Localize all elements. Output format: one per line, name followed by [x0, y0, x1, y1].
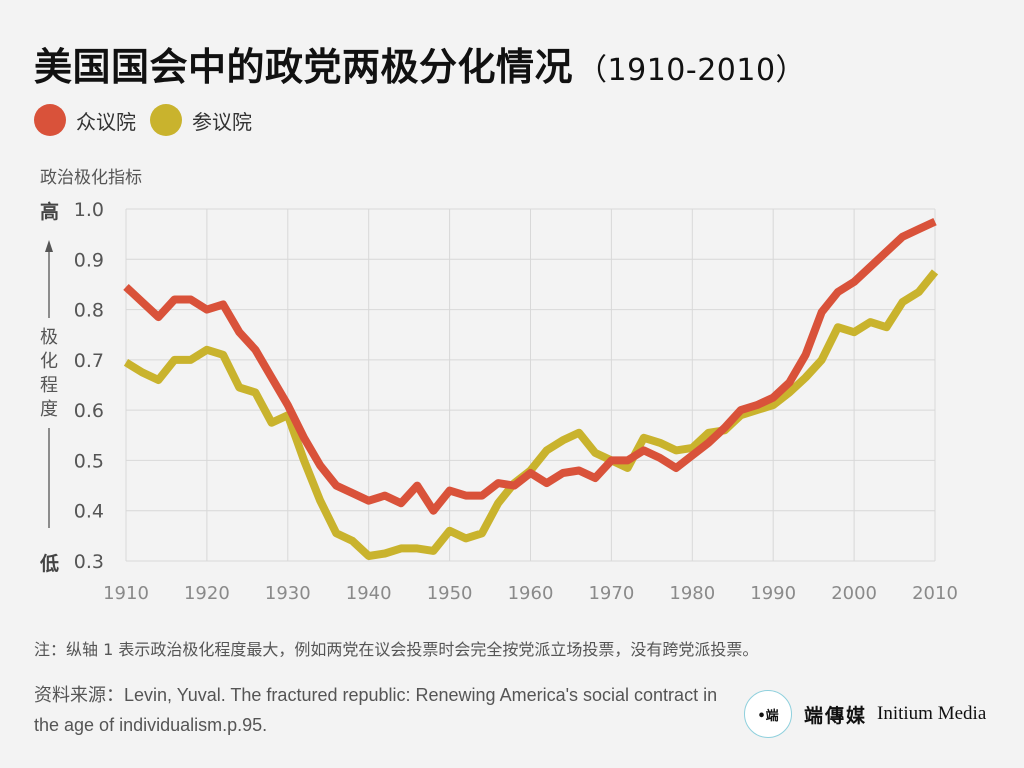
- x-tick-label: 1990: [750, 583, 796, 604]
- legend: 众议院 参议院: [34, 104, 266, 136]
- brand-name-cn: 端傳媒: [804, 704, 868, 727]
- x-tick-label: 1940: [346, 583, 392, 604]
- x-axis-ticks: 1910 1920 1930 1940 1950 1960 1970 1980 1990 2000…: [103, 583, 958, 604]
- chart-title: 美国国会中的政党两极分化情况 （1910-2010）: [34, 36, 806, 91]
- y-axis-ticks: 0.3 0.4 0.5 0.6 0.7 0.8 0.9 1.0: [74, 199, 104, 573]
- legend-item-house: 众议院: [34, 104, 136, 136]
- footnote: 注：纵轴 1 表示政治极化程度最大，例如两党在议会投票时会完全按党派立场投票，没…: [34, 640, 759, 659]
- x-tick-label: 1920: [184, 583, 230, 604]
- x-tick-label: 1950: [427, 583, 473, 604]
- y-axis-vertical-label-char: 化: [40, 351, 58, 372]
- brand: •端 端傳媒 Initium Media: [744, 690, 986, 738]
- line-chart: 政治极化指标 高 低 极化程度 0.3 0.4 0.5 0.6 0.7 0.8 0.9 1.0…: [39, 168, 958, 604]
- chart-title-main: 美国国会中的政党两极分化情况: [34, 45, 574, 89]
- y-axis-direction-arrow: [45, 240, 53, 528]
- y-tick-label: 0.6: [74, 400, 104, 422]
- x-tick-label: 1970: [588, 583, 634, 604]
- x-tick-label: 1930: [265, 583, 311, 604]
- y-axis-vertical-label-char: 程: [40, 375, 58, 396]
- legend-swatch-senate: [150, 104, 182, 136]
- y-tick-label: 0.4: [74, 501, 104, 523]
- legend-label-house: 众议院: [76, 109, 136, 134]
- y-axis-high-label: 高: [40, 200, 59, 223]
- y-tick-label: 0.9: [74, 249, 104, 271]
- chart-title-years: （1910-2010）: [577, 53, 807, 88]
- y-tick-label: 0.8: [74, 300, 104, 322]
- x-tick-label: 2010: [912, 583, 958, 604]
- y-axis-vertical-label-char: 度: [40, 399, 58, 420]
- y-tick-label: 1.0: [74, 199, 104, 221]
- initium-logo-icon: •端: [744, 690, 792, 738]
- legend-label-senate: 参议院: [192, 109, 252, 134]
- brand-name-en: Initium Media: [877, 703, 987, 724]
- initium-logo-glyph: •端: [757, 708, 779, 724]
- x-tick-label: 1910: [103, 583, 149, 604]
- y-axis-vertical-label: 极化程度: [40, 327, 58, 420]
- chart-grid: [125, 208, 936, 562]
- y-tick-label: 0.5: [74, 450, 104, 472]
- series-line-house: [123, 217, 937, 515]
- legend-swatch-house: [34, 104, 66, 136]
- x-tick-label: 2000: [831, 583, 877, 604]
- y-axis-vertical-label-char: 极: [40, 327, 58, 348]
- y-axis-title: 政治极化指标: [40, 168, 142, 188]
- y-tick-label: 0.7: [74, 350, 104, 372]
- source-citation: 资料来源：Levin, Yuval. The fractured republi…: [34, 685, 718, 735]
- legend-item-senate: 参议院: [150, 104, 252, 136]
- chart-series: [123, 217, 939, 560]
- x-tick-label: 1980: [669, 583, 715, 604]
- y-tick-label: 0.3: [74, 551, 104, 573]
- y-axis-low-label: 低: [39, 552, 59, 575]
- x-tick-label: 1960: [508, 583, 554, 604]
